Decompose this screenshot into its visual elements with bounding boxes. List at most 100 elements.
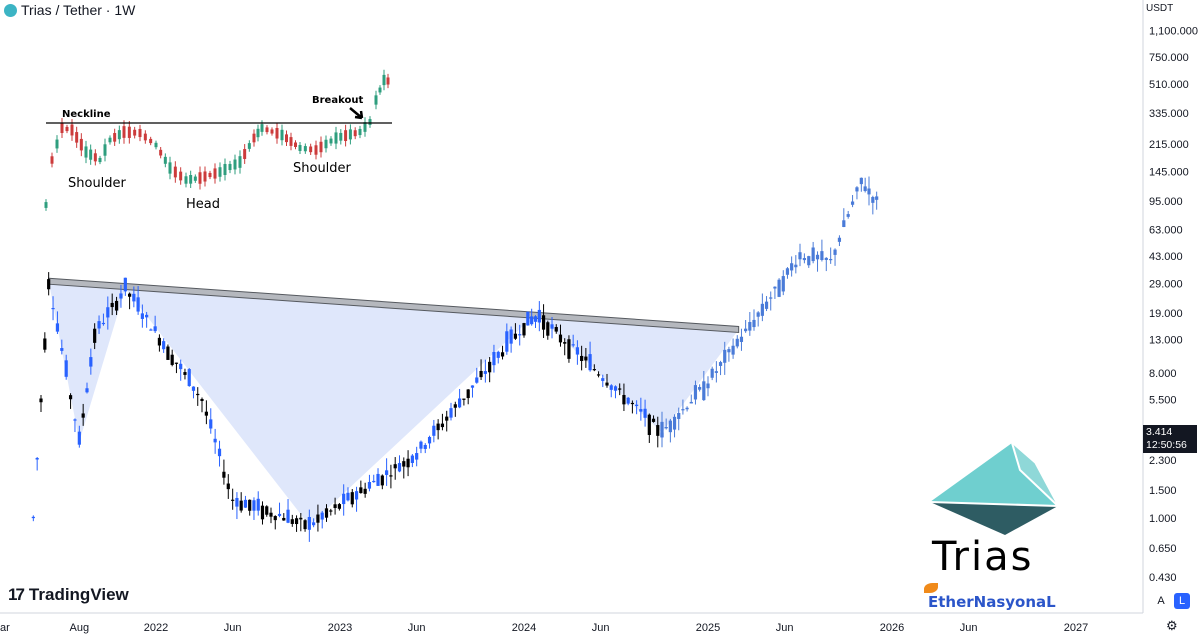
candle-body (596, 374, 601, 376)
candle-body (372, 480, 376, 483)
candle-body (402, 461, 406, 467)
candle-body (739, 336, 744, 342)
candle-body (618, 388, 622, 390)
candle-body (101, 322, 106, 325)
price-tick-label: 1.000 (1149, 513, 1177, 525)
candle-body (60, 348, 64, 351)
candle-body (458, 398, 462, 408)
candle-body (706, 383, 710, 389)
inset-shoulder-left-label: Shoulder (68, 176, 127, 191)
candle-body (299, 517, 303, 520)
candle-body (756, 312, 760, 317)
inset-candle-body (247, 143, 251, 149)
candle-body (630, 402, 634, 405)
candle-body (226, 483, 230, 490)
candle-body (752, 319, 756, 328)
inset-candle-body (65, 126, 69, 132)
price-tick-label: 2.300 (1149, 455, 1177, 467)
candle-body (735, 338, 739, 347)
candle-body (286, 509, 290, 523)
candle-body (145, 314, 149, 318)
candle-body (592, 369, 596, 371)
inset-candle-body (75, 132, 79, 143)
candle-body (798, 252, 802, 260)
inset-candle-body (298, 145, 302, 151)
candle-body (643, 408, 647, 418)
candle-body (231, 499, 235, 501)
candle-body (200, 398, 204, 402)
candle-body (509, 329, 513, 344)
price-tag: 3.414 12:50:56 (1143, 425, 1197, 453)
candle-body (39, 398, 43, 403)
inset-candle-body (265, 127, 269, 133)
candle-body (647, 414, 651, 435)
candle-body (500, 352, 505, 357)
candle-body (466, 389, 470, 399)
candle-body (824, 257, 828, 260)
candle-body (492, 351, 496, 366)
trias-logo-facet-top (930, 443, 1058, 506)
candle-body (31, 516, 35, 519)
auto-scale-button[interactable]: A (1157, 595, 1165, 607)
candle-body (764, 301, 769, 309)
candle-body (140, 313, 144, 319)
candle-body (106, 307, 110, 318)
inset-candle-body (378, 87, 382, 93)
candle-body (406, 458, 410, 468)
trias-logo (929, 441, 1059, 535)
candle-body (235, 497, 239, 507)
candle-body (850, 201, 855, 205)
candle-body (243, 499, 248, 508)
candles (31, 176, 879, 542)
candle-body (807, 256, 811, 266)
candle-body (723, 349, 727, 363)
candle-body (436, 423, 440, 431)
gear-icon[interactable]: ⚙ (1166, 618, 1178, 633)
candle-body (51, 307, 55, 310)
inset-candle-body (103, 144, 107, 156)
inset-candle-body (243, 149, 247, 159)
candle-body (550, 324, 554, 329)
candle-body (660, 421, 664, 438)
inset-candle-body (159, 149, 163, 156)
candle-body (97, 321, 101, 329)
inset-candle-body (89, 149, 93, 160)
candle-body (530, 316, 534, 325)
candle-body (537, 309, 541, 323)
candle-body (526, 311, 530, 326)
currency-label[interactable]: USDT (1146, 3, 1174, 14)
log-scale-button[interactable]: L (1174, 593, 1190, 609)
candle-body (68, 395, 73, 400)
inset-candle-body (44, 202, 48, 208)
inset-candle-body (233, 159, 237, 170)
candle-body (183, 372, 187, 375)
candle-body (769, 297, 773, 299)
candle-body (833, 249, 837, 255)
candle-body (777, 279, 781, 297)
candle-body (162, 341, 166, 350)
inset-candle-body (213, 168, 217, 179)
candle-body (702, 381, 706, 401)
inset-candle-body (339, 132, 343, 141)
price-tick-label: 335.000 (1149, 108, 1189, 120)
time-tick-label: ar (0, 622, 10, 634)
inset-candle-body (208, 172, 212, 178)
candle-body (174, 362, 179, 364)
candle-body (157, 337, 162, 346)
candle-body (584, 356, 588, 361)
time-tick-label: 2027 (1064, 622, 1088, 634)
candle-body (855, 187, 859, 192)
tradingview-logo[interactable]: 17 TradingView (8, 585, 129, 605)
time-tick-label: Jun (224, 622, 242, 634)
inset-candle-body (168, 162, 172, 174)
candle-body (609, 385, 613, 390)
time-tick-label: Jun (776, 622, 794, 634)
candle-body (558, 334, 563, 343)
candle-body (166, 346, 170, 360)
candle-body (863, 186, 867, 192)
inset-candle-body (93, 153, 97, 162)
inset-candle-body (127, 126, 131, 138)
price-tick-label: 8.000 (1149, 368, 1177, 380)
trias-wordmark: Trias (932, 534, 1034, 580)
